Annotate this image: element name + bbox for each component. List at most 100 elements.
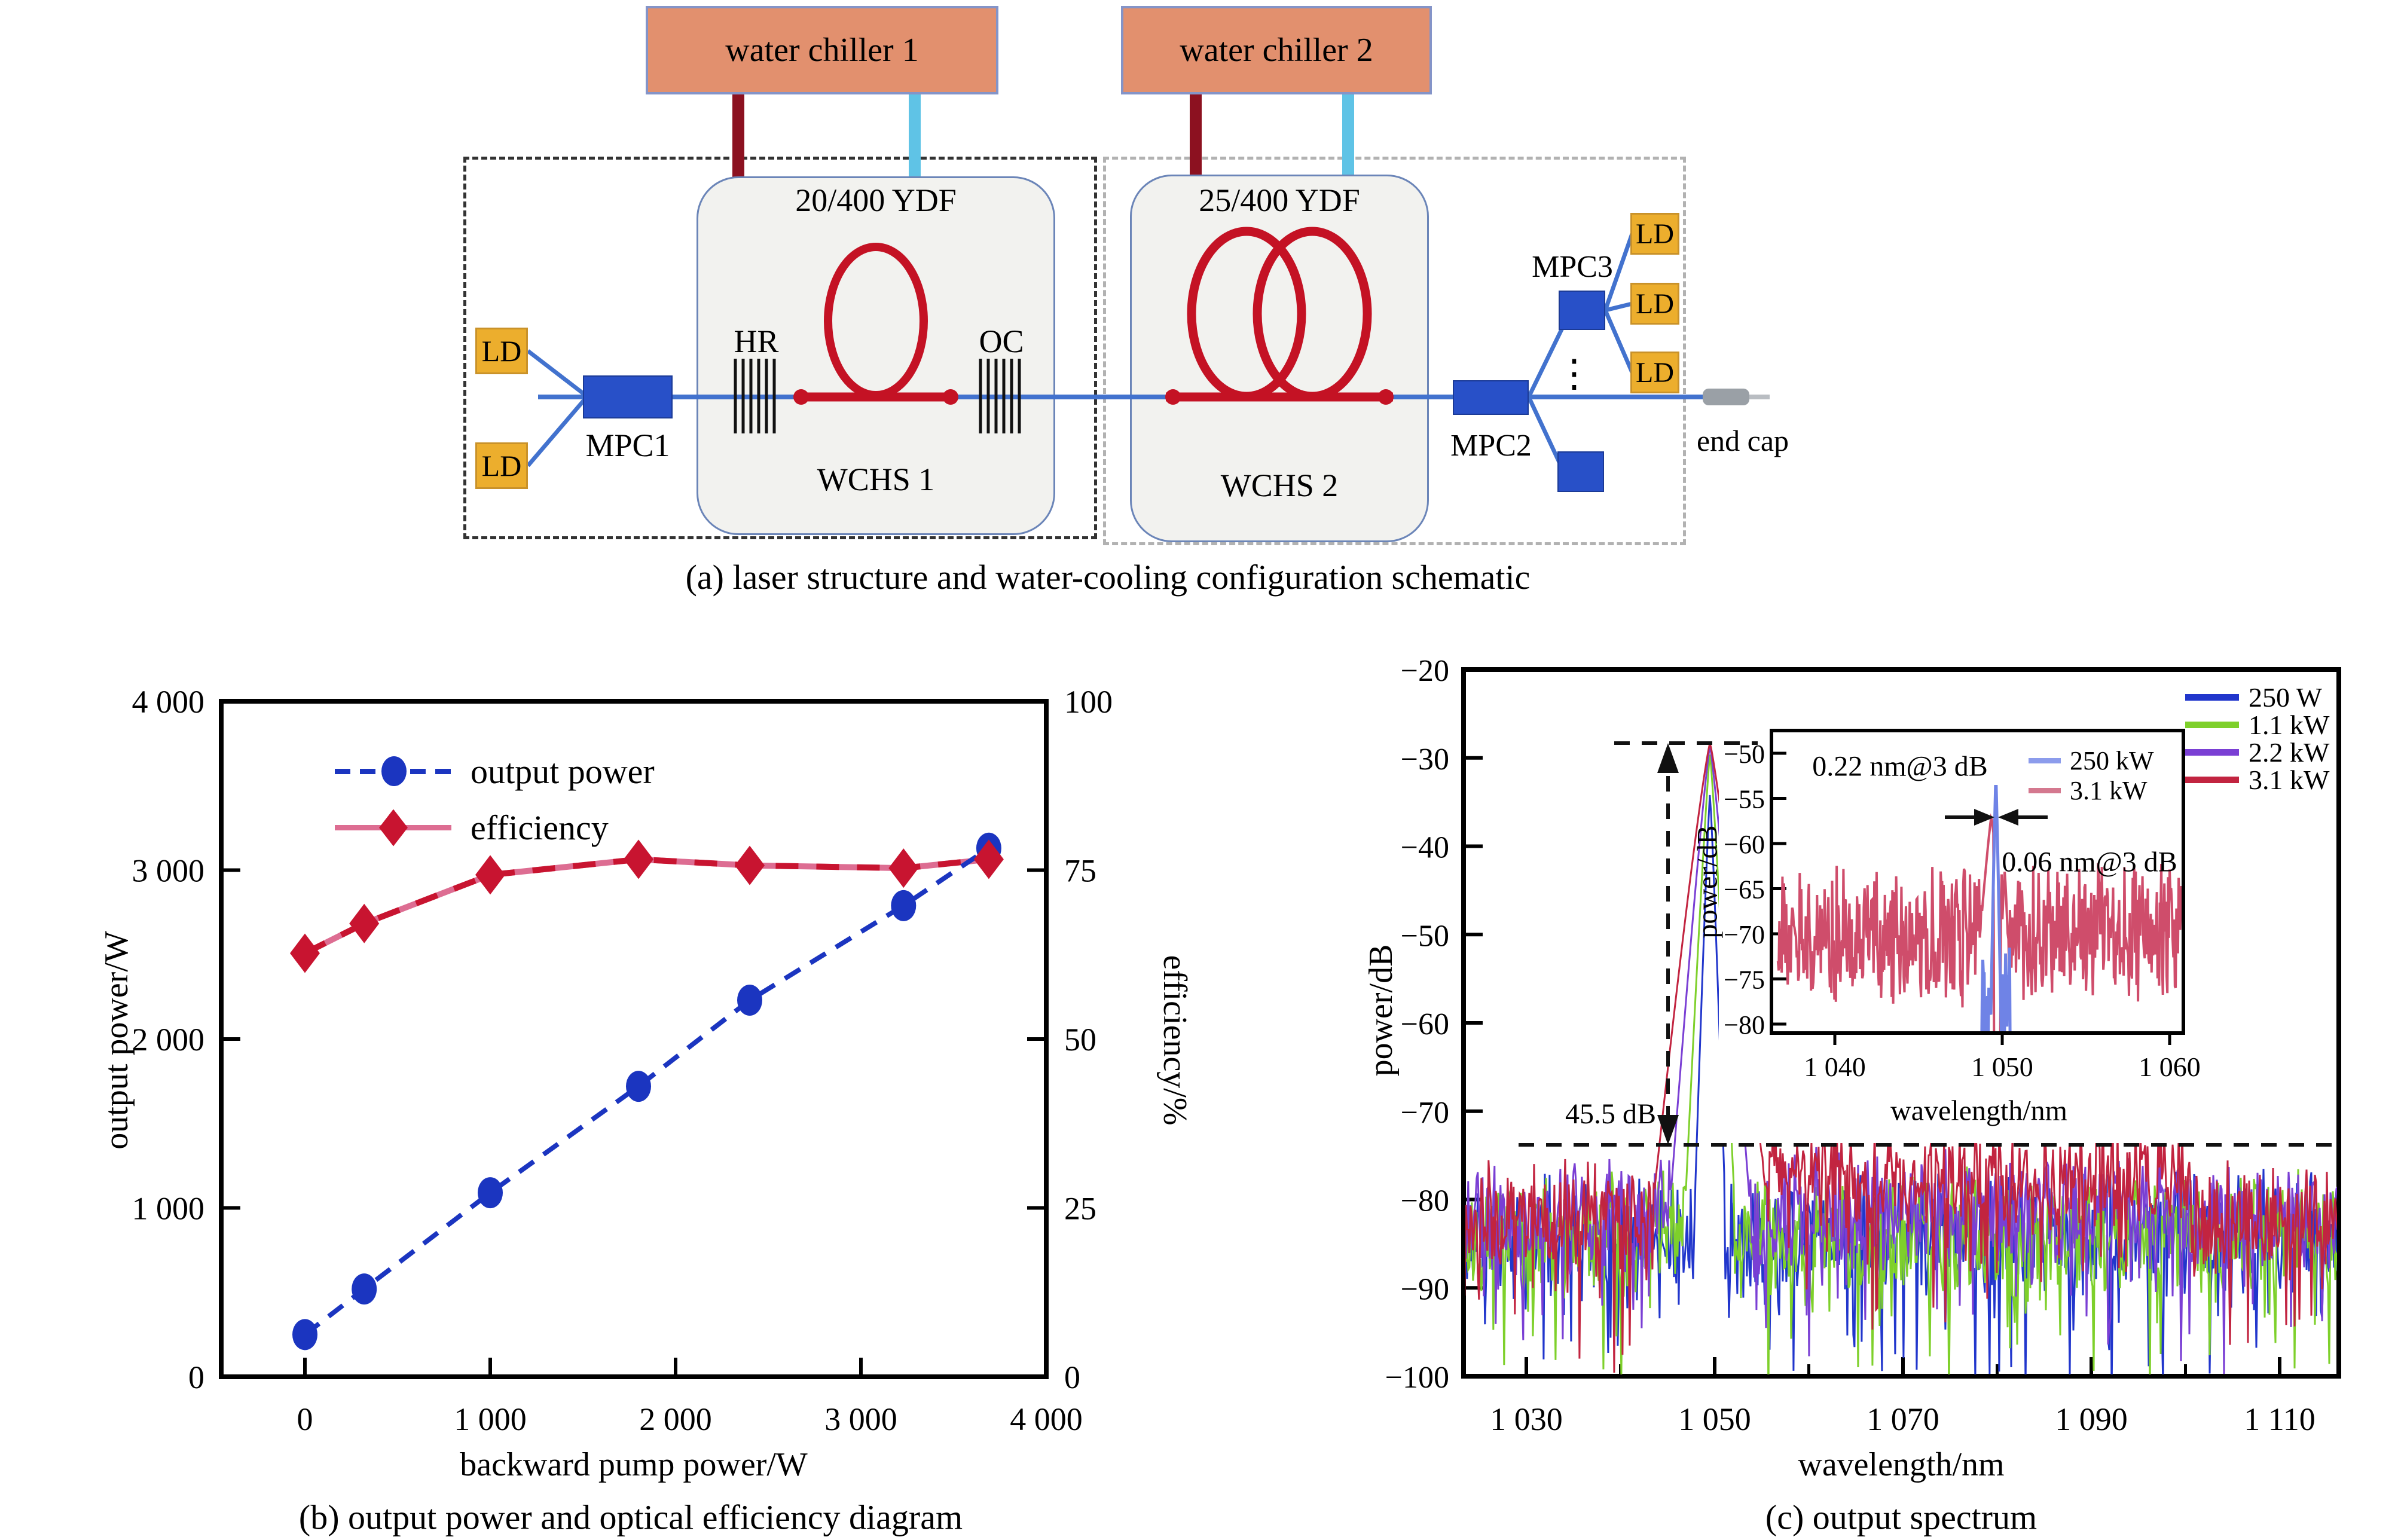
mpc2-label: MPC2 (1450, 428, 1532, 463)
ld-box-1: LD (475, 328, 528, 374)
y-tick-label: −70 (1401, 1096, 1449, 1130)
panel-b-ylabel-left: output power/W (98, 931, 135, 1150)
cold-water-pipe-2 (1342, 93, 1354, 180)
inset-legend-3-1kw-label: 3.1 kW (2070, 775, 2148, 805)
y-tick-label-left: 0 (188, 1359, 204, 1395)
y-tick-label: −80 (1401, 1184, 1449, 1218)
caption-a: (a) laser structure and water-cooling co… (685, 557, 1531, 597)
inset-width-annotation-1: 0.22 nm@3 dB (1812, 750, 1988, 783)
water-chiller-1-label: water chiller 1 (725, 32, 919, 69)
legend-2-2kw: 2.2 kW (2185, 737, 2329, 768)
legend-1-1kw: 1.1 kW (2185, 710, 2329, 740)
inset-x-tick-label: 1 060 (2139, 1052, 2201, 1082)
wchs2-box (1130, 175, 1429, 542)
inset-y-tick-label: −70 (1724, 920, 1765, 949)
efficiency-marker (624, 839, 653, 879)
fiber-coil-2a (1187, 227, 1306, 401)
y-tick-label-right: 75 (1064, 853, 1096, 889)
panel-b-ylabel-right: efficiency/% (1156, 955, 1193, 1126)
cold-water-pipe-1 (909, 93, 921, 183)
dynamic-range-annotation: 45.5 dB (1565, 1098, 1656, 1130)
inset-legend-250kw: 250 kW (2029, 745, 2154, 775)
wchs2-label: WCHS 2 (1220, 468, 1339, 503)
legend-line-efficiency (335, 809, 451, 847)
y-tick-label-left: 3 000 (132, 853, 205, 889)
arrow-left-icon (1998, 809, 2018, 826)
y-tick-label: −60 (1401, 1007, 1449, 1041)
wchs1-box (697, 176, 1055, 535)
panel-b-xlabel: backward pump power/W (460, 1446, 808, 1483)
panel-c-frame (1461, 667, 2341, 1379)
x-tick-label: 3 000 (824, 1401, 897, 1437)
x-tick-label: 1 090 (2055, 1401, 2128, 1437)
x-tick-label: 1 000 (454, 1401, 527, 1437)
schematic-lines (526, 227, 1770, 472)
efficiency-line (303, 856, 989, 956)
inset-frame (1770, 729, 2185, 1035)
output-power-marker (737, 985, 762, 1016)
legend-efficiency-label: efficiency (471, 808, 609, 847)
arrow-right-icon (1974, 809, 1994, 826)
hot-water-pipe-2 (1190, 93, 1202, 180)
legend-line-1-1kw (2185, 721, 2239, 728)
ld-label: LD (1636, 218, 1674, 250)
hr-grating-label: HR (734, 323, 779, 359)
efficiency-marker (735, 845, 765, 885)
arrow-up-icon (1657, 743, 1679, 773)
inset-y-tick-label: −60 (1724, 830, 1765, 859)
circle-marker-icon (381, 756, 407, 786)
ld-label: LD (1636, 288, 1674, 320)
hot-water-pipe-1 (732, 93, 744, 183)
inset-legend-250kw-label: 250 kW (2070, 745, 2154, 775)
water-chiller-2-box: water chiller 2 (1121, 6, 1432, 94)
legend-250w: 250 W (2185, 682, 2322, 713)
inset-legend-3-1kw: 3.1 kW (2029, 775, 2148, 805)
fiber-end-dot (793, 389, 809, 405)
y-tick-label: −40 (1401, 831, 1449, 865)
caption-b: (b) output power and optical efficiency … (298, 1498, 963, 1537)
ld-label: LD (481, 334, 522, 368)
inset-y-tick-label: −55 (1724, 785, 1765, 814)
y-tick-label: −90 (1401, 1272, 1449, 1306)
efficiency-marker (973, 839, 1004, 879)
output-power-marker (292, 1319, 317, 1350)
panel-c-xlabel: wavelength/nm (1798, 1446, 2005, 1483)
wchs1-label: WCHS 1 (817, 462, 935, 497)
mpc3-label: MPC3 (1532, 249, 1613, 284)
legend-line-output-power (335, 756, 451, 786)
panel-b-frame (219, 699, 1049, 1379)
inset-legend-line-250kw (2029, 757, 2061, 763)
ld-box-2: LD (475, 442, 528, 489)
legend-efficiency: efficiency (335, 808, 609, 847)
inset-width-annotation-2: 0.06 nm@3 dB (2002, 846, 2177, 878)
ld-box-3: LD (1630, 213, 1679, 255)
connector-line (1603, 309, 1635, 374)
fiber-end-dot (1165, 389, 1181, 405)
efficiency-marker (888, 848, 919, 888)
forward-stage-dashed-box (463, 157, 1097, 539)
output-power-marker (478, 1177, 503, 1209)
end-cap (1703, 389, 1749, 405)
x-tick-label: 4 000 (1010, 1401, 1083, 1437)
fiber-coil-1 (824, 243, 928, 399)
y-tick-label: −100 (1385, 1361, 1449, 1395)
inset-spectrum-3-1kw (1776, 813, 2182, 1031)
inset-y-tick-label: −75 (1724, 965, 1765, 995)
mpc1-box (583, 375, 673, 418)
mpc2-box (1453, 380, 1529, 415)
x-tick-label: 1 070 (1867, 1401, 1939, 1437)
fiber-end-dot (943, 389, 958, 405)
mpc3-box (1559, 291, 1605, 330)
connector-line (1526, 325, 1566, 398)
more-branches-ellipsis: ⋮ (1555, 352, 1593, 395)
mpc-branch-box (1557, 451, 1604, 492)
inset-y-tick-label: −80 (1724, 1010, 1765, 1040)
connector-line (526, 349, 586, 396)
legend-output-power-label: output power (471, 751, 655, 791)
y-tick-label-left: 2 000 (132, 1022, 205, 1058)
legend-line-250w (2185, 693, 2239, 701)
output-power-marker (626, 1071, 651, 1102)
panel-b-plot: 0 1 000 2 000 3 000 4 000 0 1 000 2 000 3 000 4 0… (132, 684, 1113, 1437)
y-tick-label-left: 4 000 (132, 684, 205, 720)
